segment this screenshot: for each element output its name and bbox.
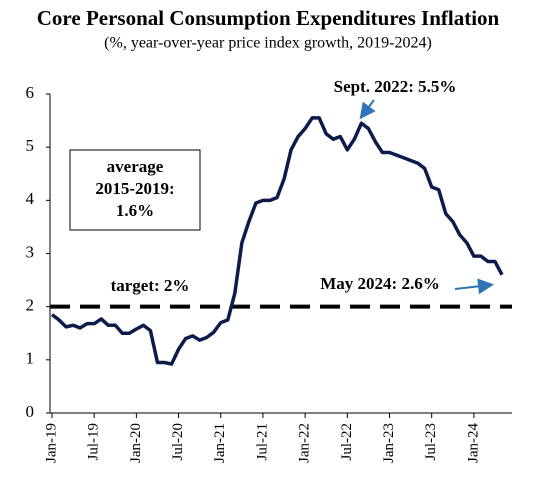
annotation: May 2024: 2.6% xyxy=(320,274,439,293)
chart-subtitle: (%, year-over-year price index growth, 2… xyxy=(104,35,432,52)
x-tick-label: Jul-22 xyxy=(339,423,355,461)
y-tick-label: 1 xyxy=(26,349,35,368)
x-tick-label: Jul-20 xyxy=(170,423,186,461)
average-text: average xyxy=(107,157,164,176)
x-tick-label: Jul-23 xyxy=(423,423,439,461)
target-label: target: 2% xyxy=(111,276,190,295)
y-tick-label: 4 xyxy=(26,189,35,208)
average-box xyxy=(69,149,201,231)
x-tick-label: Jan-21 xyxy=(212,423,228,463)
y-tick-label: 2 xyxy=(26,296,35,315)
y-tick-label: 6 xyxy=(26,83,35,102)
y-tick-label: 0 xyxy=(26,402,35,421)
chart-title: Core Personal Consumption Expenditures I… xyxy=(37,6,500,30)
y-tick-label: 3 xyxy=(26,242,35,261)
x-tick-label: Jul-21 xyxy=(254,423,270,461)
x-tick-label: Jul-19 xyxy=(86,423,102,461)
annotation: Sept. 2022: 5.5% xyxy=(334,77,457,96)
x-tick-label: Jan-23 xyxy=(381,423,397,463)
annotation-arrow xyxy=(359,99,376,120)
data-line xyxy=(50,116,504,366)
average-text: 2015-2019: xyxy=(95,179,174,198)
x-tick-label: Jan-19 xyxy=(43,423,59,463)
y-tick-label: 5 xyxy=(26,136,35,155)
average-text: 1.6% xyxy=(116,201,154,220)
x-tick-label: Jan-22 xyxy=(297,423,313,463)
annotation-arrow xyxy=(454,278,494,295)
x-tick-label: Jan-20 xyxy=(128,423,144,463)
x-tick-label: Jan-24 xyxy=(465,423,481,463)
